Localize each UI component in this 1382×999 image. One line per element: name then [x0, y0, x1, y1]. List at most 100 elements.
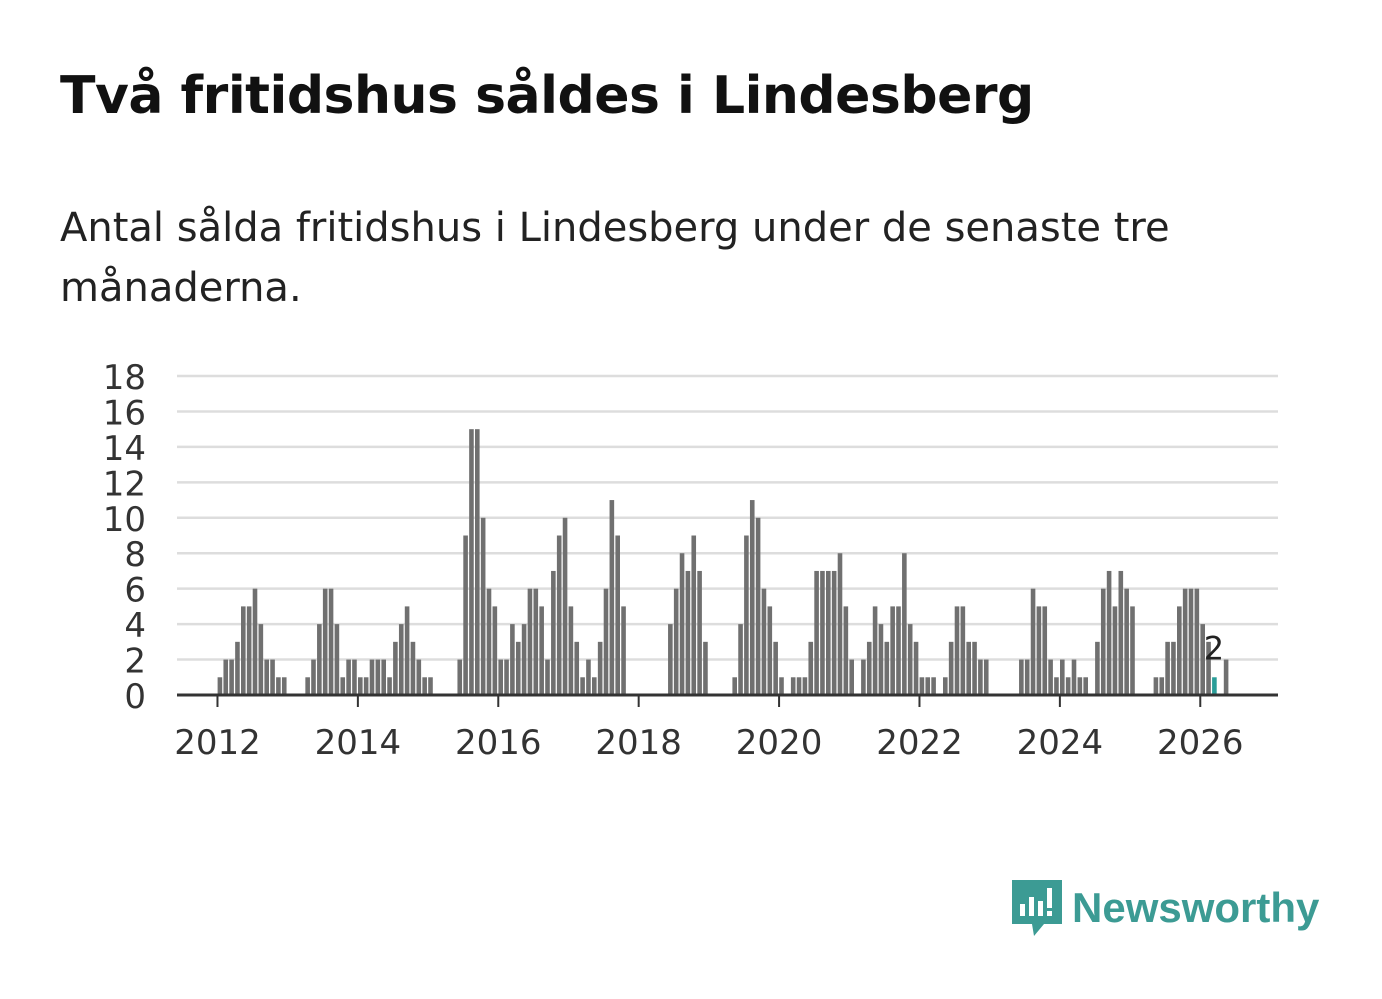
bar — [1071, 659, 1077, 695]
bar — [925, 677, 931, 695]
newsworthy-logo: Newsworthy — [1010, 878, 1319, 938]
bar — [235, 641, 240, 695]
bar — [393, 641, 398, 695]
bar — [1065, 677, 1071, 695]
page-subtitle: Antal sålda fritidshus i Lindesberg unde… — [60, 205, 1170, 311]
bar — [1077, 677, 1083, 695]
annotations: 2 — [1204, 629, 1224, 667]
bar — [931, 677, 936, 695]
x-tick-label: 2026 — [1157, 723, 1244, 763]
bar — [767, 606, 773, 695]
x-axis-ticks: 2012 2014 2016 2018 2020 2022 2024 2026 — [174, 695, 1244, 763]
bar — [457, 659, 463, 695]
bar — [966, 641, 971, 695]
bar — [358, 677, 363, 695]
bar — [738, 624, 743, 695]
bar — [773, 641, 778, 695]
bar — [814, 570, 819, 695]
bar — [264, 659, 269, 695]
x-tick-label: 2020 — [736, 723, 823, 763]
bar — [317, 624, 322, 695]
bar — [404, 606, 410, 695]
bar — [954, 606, 960, 695]
bar-highlight — [1212, 677, 1217, 695]
bar — [1030, 588, 1036, 695]
y-tick-label: 6 — [124, 571, 146, 611]
bar — [597, 641, 603, 695]
bar — [463, 535, 468, 695]
bar — [1153, 677, 1159, 695]
bar — [574, 641, 580, 695]
bar — [1060, 659, 1065, 695]
bar — [1042, 606, 1048, 695]
bar — [1188, 588, 1194, 695]
bar — [1130, 606, 1135, 695]
bar — [375, 659, 381, 695]
bar — [539, 606, 544, 695]
bar — [1112, 606, 1118, 695]
bar — [527, 588, 533, 695]
x-tick-label: 2016 — [455, 723, 542, 763]
bar — [363, 677, 369, 695]
bar — [790, 677, 796, 695]
bar — [691, 535, 697, 695]
bar — [492, 606, 498, 695]
bar — [615, 535, 620, 695]
bar — [761, 588, 767, 695]
bar — [504, 659, 509, 695]
bar — [1200, 624, 1205, 695]
bar — [866, 641, 872, 695]
bar — [913, 641, 919, 695]
bar — [258, 624, 264, 695]
bar — [592, 677, 597, 695]
chart-bars — [217, 429, 1229, 695]
x-tick-label: 2024 — [1017, 723, 1104, 763]
bar — [703, 641, 708, 695]
x-tick-label: 2014 — [315, 723, 402, 763]
bar — [469, 429, 474, 695]
data-label: 2 — [1204, 629, 1224, 667]
y-tick-label: 2 — [124, 642, 146, 682]
bar — [328, 588, 334, 695]
bar — [779, 677, 784, 695]
brand-name: Newsworthy — [1072, 884, 1320, 931]
bar — [369, 659, 375, 695]
bar — [960, 606, 966, 695]
bar — [1194, 588, 1200, 695]
bar — [948, 641, 954, 695]
bar — [1165, 641, 1170, 695]
grid-lines — [177, 374, 1278, 661]
x-tick-label: 2012 — [174, 723, 261, 763]
bar — [896, 606, 901, 695]
bar — [1100, 588, 1106, 695]
bar — [322, 588, 328, 695]
bar — [831, 570, 837, 695]
x-tick-label: 2022 — [876, 723, 963, 763]
bar — [410, 641, 416, 695]
y-tick-label: 12 — [103, 464, 146, 504]
bar — [586, 659, 591, 695]
bar — [1019, 659, 1024, 695]
y-tick-label: 10 — [103, 500, 146, 540]
bar — [416, 659, 422, 695]
bar — [884, 641, 890, 695]
bar — [311, 659, 316, 695]
bar — [919, 677, 925, 695]
bar — [679, 553, 685, 695]
bar — [609, 500, 615, 695]
bar — [276, 677, 281, 695]
bar — [849, 659, 854, 695]
bar — [281, 677, 287, 695]
bar — [820, 570, 825, 695]
bar — [603, 588, 609, 695]
bar — [837, 553, 843, 695]
y-tick-label: 0 — [124, 677, 146, 717]
bar — [346, 659, 351, 695]
bar — [802, 677, 808, 695]
bar — [241, 606, 246, 695]
bar — [387, 677, 392, 695]
bar — [545, 659, 550, 695]
bar — [270, 659, 275, 695]
bar — [480, 517, 486, 695]
bar — [562, 517, 568, 695]
